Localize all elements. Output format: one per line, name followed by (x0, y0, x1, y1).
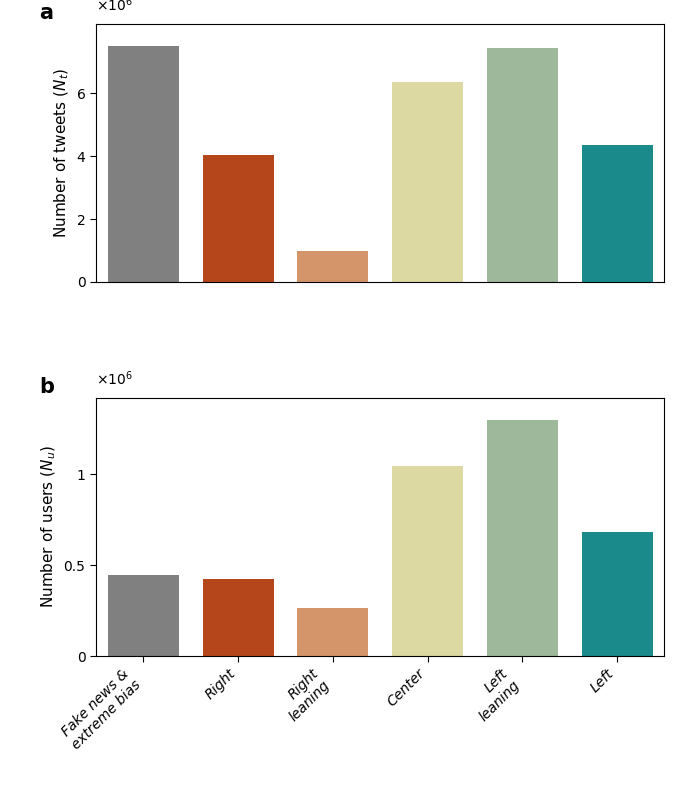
Text: a: a (39, 3, 53, 23)
Bar (582, 531, 653, 656)
Bar (582, 145, 653, 282)
Text: $\times10^6$: $\times10^6$ (96, 369, 133, 388)
Y-axis label: Number of tweets ($N_t$): Number of tweets ($N_t$) (53, 68, 71, 238)
Bar (392, 82, 463, 282)
Bar (297, 250, 369, 282)
Bar (487, 420, 558, 656)
Y-axis label: Number of users ($N_u$): Number of users ($N_u$) (40, 446, 58, 609)
Bar (392, 466, 463, 656)
Text: $\times10^6$: $\times10^6$ (96, 0, 133, 14)
Bar (108, 46, 179, 282)
Text: b: b (39, 378, 54, 398)
Bar (297, 608, 369, 656)
Bar (203, 578, 273, 656)
Bar (203, 154, 273, 282)
Bar (487, 47, 558, 282)
Bar (108, 575, 179, 656)
